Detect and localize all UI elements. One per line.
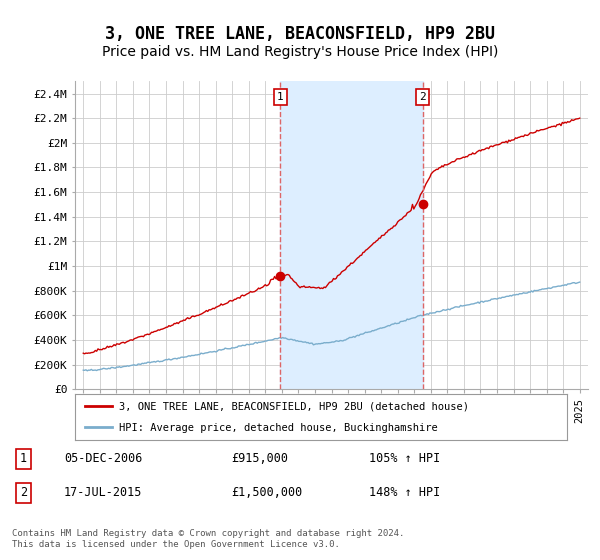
Text: £1,500,000: £1,500,000 xyxy=(231,486,302,500)
Text: 1: 1 xyxy=(277,92,284,102)
Bar xyxy=(280,81,422,389)
Text: 3, ONE TREE LANE, BEACONSFIELD, HP9 2BU (detached house): 3, ONE TREE LANE, BEACONSFIELD, HP9 2BU … xyxy=(119,402,469,412)
Text: 2: 2 xyxy=(20,486,27,500)
Text: 1: 1 xyxy=(20,452,27,465)
Text: Price paid vs. HM Land Registry's House Price Index (HPI): Price paid vs. HM Land Registry's House … xyxy=(102,45,498,59)
Text: 05-DEC-2006: 05-DEC-2006 xyxy=(64,452,142,465)
Text: £915,000: £915,000 xyxy=(231,452,288,465)
Text: 17-JUL-2015: 17-JUL-2015 xyxy=(64,486,142,500)
Text: Contains HM Land Registry data © Crown copyright and database right 2024.
This d: Contains HM Land Registry data © Crown c… xyxy=(12,529,404,549)
Text: 3, ONE TREE LANE, BEACONSFIELD, HP9 2BU: 3, ONE TREE LANE, BEACONSFIELD, HP9 2BU xyxy=(105,25,495,43)
Text: HPI: Average price, detached house, Buckinghamshire: HPI: Average price, detached house, Buck… xyxy=(119,423,438,433)
Text: 148% ↑ HPI: 148% ↑ HPI xyxy=(369,486,440,500)
Text: 2: 2 xyxy=(419,92,426,102)
Text: 105% ↑ HPI: 105% ↑ HPI xyxy=(369,452,440,465)
